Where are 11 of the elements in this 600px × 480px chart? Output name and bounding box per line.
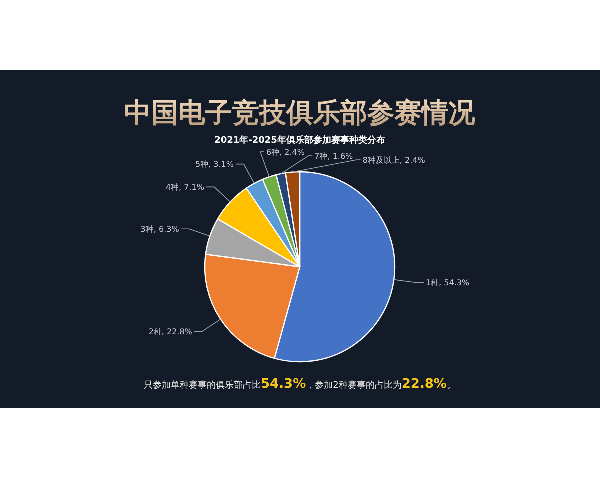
slice-label: 3种, 6.3% bbox=[140, 224, 180, 234]
slice-label: 4种, 7.1% bbox=[166, 182, 205, 192]
slice-label: 5种, 3.1% bbox=[195, 160, 234, 170]
text: 只参加单种赛事的俱乐部占比54.3%，参加2种赛事的占比为22.8%。 bbox=[144, 377, 456, 392]
slice-label: 6种, 2.4% bbox=[266, 148, 306, 157]
chart-title: 中国电子竞技俱乐部参赛情况 bbox=[124, 98, 476, 129]
slice-label: 2种, 22.8% bbox=[148, 327, 193, 336]
slice-label: 7种, 1.6% bbox=[314, 152, 354, 161]
chart-subtitle: 2021年-2025年俱乐部参加赛事种类分布 bbox=[214, 135, 386, 146]
slice-label: 1种, 54.3% bbox=[426, 278, 470, 288]
slice-label: 8种及以上, 2.4% bbox=[362, 156, 426, 165]
